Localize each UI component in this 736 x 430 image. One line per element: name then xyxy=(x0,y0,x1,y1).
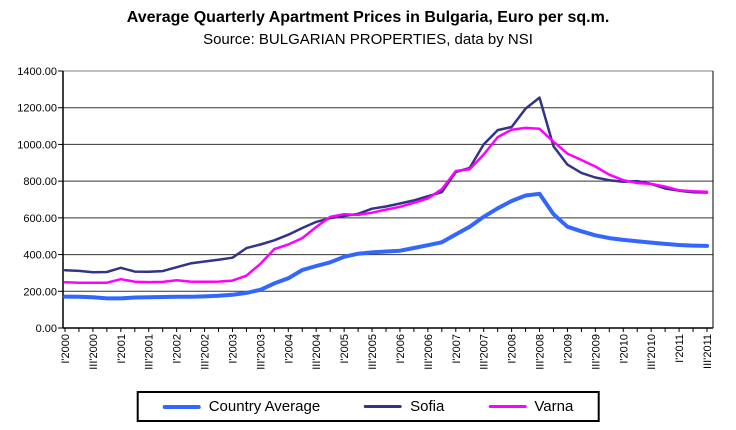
price-line-chart: 0.00 200.00 400.00 600.00 800.00 1000.00 1200.… xyxy=(17,66,714,370)
x-tick-label: III'2005 xyxy=(367,334,379,370)
x-tick-label: I'2003 xyxy=(227,334,239,364)
series-line-varna xyxy=(63,126,709,285)
chart-legend: Country Average Sofia Varna xyxy=(136,391,600,422)
series-line-country-average xyxy=(63,191,709,301)
x-tick-label: I'2006 xyxy=(395,334,407,364)
x-tick-label: III'2003 xyxy=(255,334,267,370)
sofia-line-icon xyxy=(364,405,403,408)
x-tick-label: III'2007 xyxy=(479,334,491,370)
plot-frame xyxy=(62,71,714,329)
x-tick-label: III'2010 xyxy=(646,334,658,370)
varna-line-icon xyxy=(488,405,527,408)
y-tick-label: 1200.00 xyxy=(17,103,57,115)
y-tick-label: 600.00 xyxy=(23,213,57,225)
chart-subtitle: Source: BULGARIAN PROPERTIES, data by NS… xyxy=(203,31,533,48)
y-tick-label: 1400.00 xyxy=(17,66,57,78)
legend-item-sofia: Sofia xyxy=(364,398,444,415)
y-tick-label: 1000.00 xyxy=(17,139,57,151)
legend-item-varna: Varna xyxy=(488,398,573,415)
x-tick-label: I'2008 xyxy=(507,334,519,364)
x-tick-label: I'2007 xyxy=(451,334,463,364)
x-tick-label: III'2002 xyxy=(200,334,212,370)
y-tick-label: 0.00 xyxy=(36,323,57,335)
x-tick-label: III'2009 xyxy=(590,334,602,370)
series-line-sofia xyxy=(63,96,709,274)
legend-item-country-average: Country Average xyxy=(162,398,321,415)
x-tick-label: III'2004 xyxy=(311,334,323,370)
chart-title: Average Quarterly Apartment Prices in Bu… xyxy=(126,9,610,26)
y-tick-label: 400.00 xyxy=(23,250,57,262)
x-tick-label: I'2010 xyxy=(618,334,630,364)
gridlines xyxy=(63,70,713,329)
legend-label-varna: Varna xyxy=(534,398,574,415)
x-tick-label: I'2001 xyxy=(116,334,128,364)
x-tick-label: III'2008 xyxy=(535,334,547,370)
x-tick-label: III'2000 xyxy=(88,334,100,370)
y-tick-label: 200.00 xyxy=(23,286,57,298)
x-tick-label: I'2002 xyxy=(172,334,184,364)
legend-label-sofia: Sofia xyxy=(410,398,445,415)
x-tick-label: I'2011 xyxy=(674,334,686,363)
legend-label-country-average: Country Average xyxy=(208,398,321,415)
x-tick-label: I'2000 xyxy=(60,334,72,364)
x-tick-label: I'2004 xyxy=(283,334,295,364)
x-tick-label: III'2001 xyxy=(144,334,156,370)
y-tick-label: 800.00 xyxy=(23,176,57,188)
x-tick-label: I'2009 xyxy=(562,334,574,364)
y-axis: 0.00 200.00 400.00 600.00 800.00 1000.00 1200.… xyxy=(17,66,63,335)
x-tick-label: I'2005 xyxy=(339,334,351,364)
x-tick-label: III'2011 xyxy=(702,334,714,369)
country-average-line-icon xyxy=(162,404,201,409)
x-tick-label: III'2006 xyxy=(423,334,435,370)
x-axis: I'2000 III'2000 I'2001 III'2001 I'2002 III'20… xyxy=(60,328,714,370)
